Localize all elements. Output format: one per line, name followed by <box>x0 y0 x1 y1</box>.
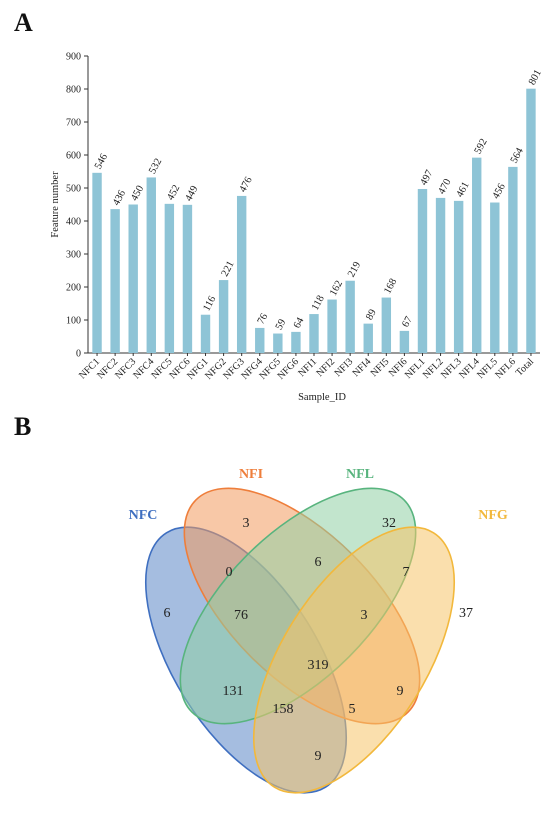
bar-nfg3 <box>236 195 247 353</box>
bar-nfi4 <box>363 323 373 353</box>
y-axis-title: Feature number <box>50 171 61 238</box>
bar-total <box>526 88 536 354</box>
venn-region-nfc-nfg: 9 <box>315 749 322 764</box>
bar-nfg2 <box>218 280 229 353</box>
venn-set-label-nfl: NFL <box>346 467 374 482</box>
bar-nfg5 <box>273 333 283 353</box>
panel-b-label: B <box>14 412 32 441</box>
bar-nfl3 <box>453 200 464 353</box>
bar-value-label: 76 <box>256 312 271 326</box>
bar-nfl4 <box>472 157 482 353</box>
y-tick-label: 600 <box>66 151 81 162</box>
venn-region-nfi-nfl: 6 <box>315 555 322 570</box>
venn-region-nfc-nfi-nfg: 5 <box>349 702 356 717</box>
venn-region-nfc: 6 <box>164 606 171 621</box>
venn-region-nfl: 32 <box>382 516 396 531</box>
y-tick-label: 400 <box>66 217 81 228</box>
bar-nfl2 <box>435 197 446 353</box>
panel-a-label: A <box>14 8 33 37</box>
venn-region-nfc-nfl: 131 <box>223 684 244 699</box>
y-tick-label: 700 <box>66 118 81 129</box>
bar-nfc4 <box>146 177 156 353</box>
y-tick-label: 100 <box>66 316 81 327</box>
bar-nfc6 <box>182 204 193 353</box>
bar-nfi1 <box>309 314 319 353</box>
venn-region-nfc-nfi-nfl: 76 <box>234 608 248 623</box>
bar-nfg1 <box>200 314 211 353</box>
y-tick-label: 0 <box>76 349 81 360</box>
bar-nfi5 <box>381 297 392 353</box>
bar-chart: 0 100 200 300 400 500 600 700 800 900 Feature numb… <box>50 52 544 404</box>
bar-nfi6 <box>399 330 410 353</box>
venn-region-nfc-nfi-nfl-nfg: 319 <box>308 658 329 673</box>
y-tick-label: 900 <box>66 52 81 63</box>
venn-region-nfc-nfl-nfg: 158 <box>273 702 294 717</box>
bar-nfg4 <box>255 327 265 353</box>
bar-value-label: 89 <box>364 308 379 322</box>
venn-region-nfi-nfg: 9 <box>397 684 404 699</box>
y-tick-label: 300 <box>66 250 81 261</box>
bar-nfc5 <box>164 203 175 353</box>
x-axis-title: Sample_ID <box>298 392 346 403</box>
venn-set-label-nfg: NFG <box>478 508 508 523</box>
bar-nfc3 <box>128 204 138 353</box>
bar-nfc2 <box>110 209 120 353</box>
venn-region-nfg: 37 <box>459 606 473 621</box>
bar-value-label: 59 <box>274 318 289 332</box>
y-tick-label: 800 <box>66 85 81 96</box>
venn-region-nfc-nfi: 0 <box>226 565 233 580</box>
venn-region-nfl-nfg: 7 <box>403 565 410 580</box>
venn-set-nfg <box>252 526 456 794</box>
bar-nfc1 <box>92 172 102 353</box>
y-tick-label: 200 <box>66 283 81 294</box>
venn-set-label-nfi: NFI <box>239 467 263 482</box>
bar-nfl5 <box>490 202 500 353</box>
bar-nfl6 <box>508 166 518 353</box>
bar-nfi3 <box>345 280 355 353</box>
bar-nfi2 <box>327 299 337 353</box>
venn-region-nfi: 3 <box>243 516 250 531</box>
bar-value-label: 67 <box>400 315 415 329</box>
venn-set-label-nfc: NFC <box>129 508 158 523</box>
bar-nfg6 <box>291 331 301 353</box>
y-tick-label: 500 <box>66 184 81 195</box>
venn-region-nfi-nfl-nfg: 3 <box>361 608 368 623</box>
bar-nfl1 <box>417 188 428 353</box>
